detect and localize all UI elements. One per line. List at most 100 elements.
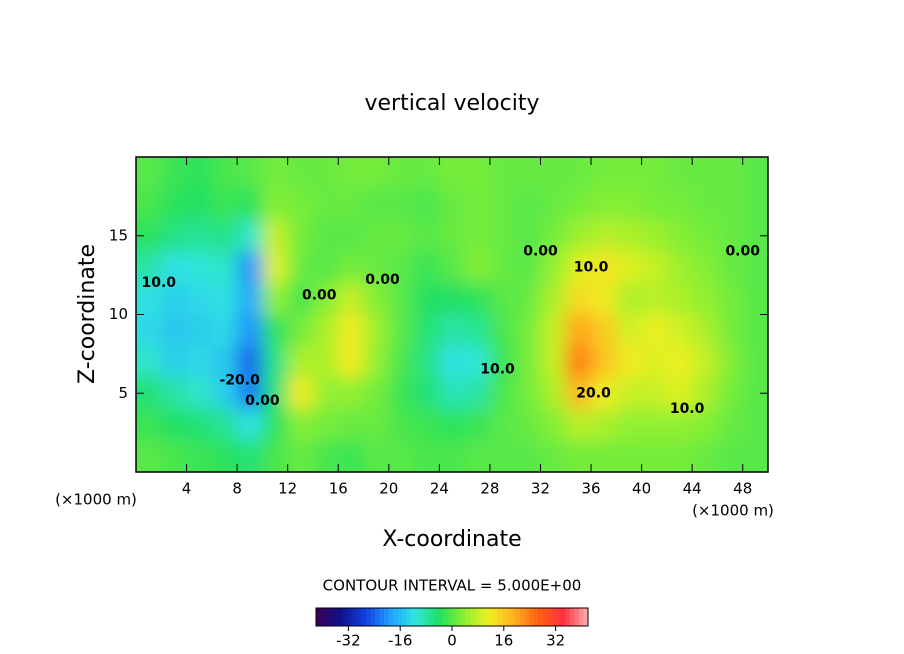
cell — [641, 314, 668, 347]
cell — [136, 440, 162, 472]
colorbar-swatch — [433, 608, 439, 626]
cell — [641, 251, 668, 284]
cell — [414, 314, 440, 347]
cell — [742, 251, 768, 284]
cell — [717, 314, 744, 347]
colorbar-swatch — [411, 608, 417, 626]
cell — [591, 409, 617, 441]
colorbar-swatch — [456, 608, 462, 626]
colorbar-swatch — [492, 608, 498, 626]
chart-title: vertical velocity — [364, 91, 539, 116]
cell — [565, 220, 592, 252]
cell — [616, 377, 643, 410]
cell — [439, 188, 466, 221]
colorbar-swatch — [470, 608, 476, 626]
cell — [211, 346, 238, 378]
x-tick-label: 40 — [632, 480, 651, 498]
cell — [439, 409, 466, 441]
cell — [338, 188, 365, 221]
cell — [616, 346, 643, 378]
cell — [186, 314, 213, 347]
cell — [515, 188, 541, 221]
colorbar-swatch — [479, 608, 485, 626]
cell — [666, 346, 693, 378]
cell — [616, 220, 643, 252]
colorbar-swatch — [397, 608, 403, 626]
x-tick-label: 44 — [683, 480, 702, 498]
cell — [363, 157, 390, 189]
contour-label: 20.0 — [576, 385, 611, 401]
cell — [565, 283, 592, 315]
cell — [237, 251, 263, 284]
x-tick-label: 20 — [379, 480, 398, 498]
cell — [136, 346, 162, 378]
colorbar-swatch — [447, 608, 453, 626]
cell — [312, 377, 339, 410]
y-tick-label: 10 — [109, 305, 128, 323]
contour-label: 0.00 — [245, 393, 280, 409]
cell — [388, 314, 415, 347]
cell — [464, 157, 491, 189]
x-tick-label: 36 — [581, 480, 600, 498]
cell — [439, 220, 466, 252]
cell — [591, 440, 617, 472]
cell — [237, 377, 263, 410]
colorbar-swatch — [402, 608, 408, 626]
cell — [388, 283, 415, 315]
cell — [186, 283, 213, 315]
cell — [211, 440, 238, 472]
cell — [641, 346, 668, 378]
cell — [540, 220, 567, 252]
x-tick-label: 48 — [733, 480, 752, 498]
x-axis-label: X-coordinate — [382, 527, 521, 552]
cell — [363, 409, 390, 441]
cell — [414, 283, 440, 315]
cell — [742, 157, 768, 189]
cell — [136, 188, 162, 221]
cell — [136, 409, 162, 441]
colorbar-swatch — [520, 608, 525, 626]
cell — [338, 157, 365, 189]
cell — [515, 283, 541, 315]
colorbar-swatch — [542, 608, 548, 626]
cell — [489, 283, 516, 315]
cell — [742, 346, 768, 378]
cell — [262, 346, 289, 378]
colorbar-swatch — [406, 608, 412, 626]
colorbar-swatch — [438, 608, 444, 626]
cell — [363, 377, 390, 410]
cell — [616, 283, 643, 315]
contour-label: 10.0 — [141, 275, 176, 291]
cell — [565, 314, 592, 347]
cell — [515, 220, 541, 252]
cell — [363, 346, 390, 378]
cell — [237, 346, 263, 378]
colorbar-swatch — [510, 608, 516, 626]
colorbar-tick-label: 0 — [447, 632, 457, 650]
cell — [666, 409, 693, 441]
cell — [565, 157, 592, 189]
cell — [641, 283, 668, 315]
cell — [388, 377, 415, 410]
cell — [414, 409, 440, 441]
cell — [312, 440, 339, 472]
cell — [211, 157, 238, 189]
cell — [439, 440, 466, 472]
cell — [540, 157, 567, 189]
cell — [591, 251, 617, 284]
cell — [211, 314, 238, 347]
cell — [363, 314, 390, 347]
cell — [136, 314, 162, 347]
cell — [464, 440, 491, 472]
colorbar-swatch — [374, 608, 380, 626]
colorbar-swatch — [379, 608, 385, 626]
contour-label: 0.00 — [365, 272, 400, 288]
colorbar-swatch — [388, 608, 394, 626]
cell — [186, 440, 213, 472]
cell — [338, 440, 365, 472]
cell — [565, 346, 592, 378]
cell — [262, 409, 289, 441]
cells — [136, 157, 768, 472]
cell — [312, 157, 339, 189]
contour-label: -20.0 — [219, 373, 260, 389]
